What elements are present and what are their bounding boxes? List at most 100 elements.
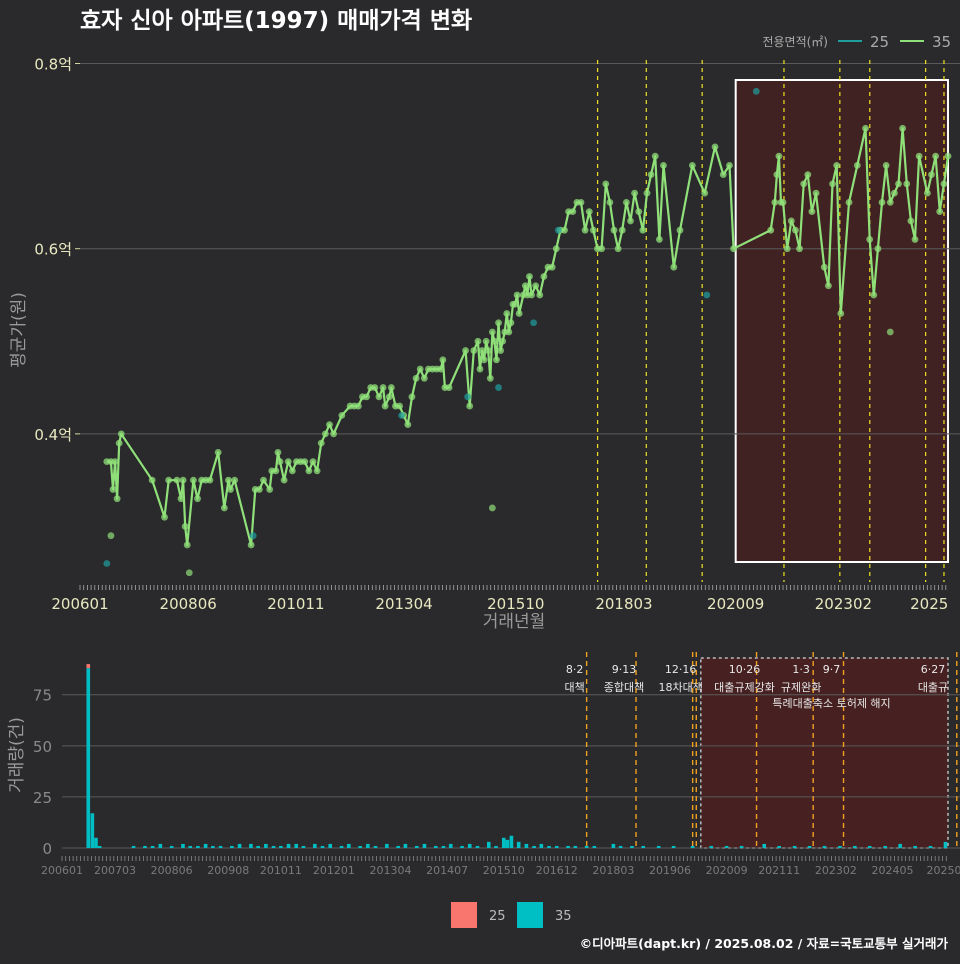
policy-name-label: 대출규제강화 [714,681,775,694]
bar-35 [868,846,872,848]
series-35-point [639,227,646,234]
bar-35 [287,844,291,848]
series-35-point [108,532,115,539]
series-35-point [615,245,622,252]
series-35-point [499,338,506,345]
x-tick-label: 201803 [595,595,652,613]
series-35-point [275,449,282,456]
y-tick-label: 0.6억 [34,241,72,259]
bar-35 [91,813,95,848]
series-35-point [330,430,337,437]
policy-date-label: 9·7 [823,663,841,676]
x-tick-label: 202302 [815,595,872,613]
series-35-point [437,366,444,373]
bar-35 [347,844,351,848]
policy-name-label: 종합대책 [604,681,644,694]
bar-35 [517,842,521,848]
series-35-point [355,403,362,410]
bar-35 [929,846,933,848]
series-35-point [776,153,783,160]
series-35-point [532,282,539,289]
series-35-point [318,440,325,447]
bar-35 [898,844,902,848]
series-35-point [386,393,393,400]
legend-label: 25 [489,909,506,924]
x-tick-label: 200908 [207,864,249,877]
x-axis-title: 거래년월 [483,612,546,632]
series-35-point [846,199,853,206]
series-35-point [809,208,816,215]
series-35-point [541,273,548,280]
series-35-point [439,356,446,363]
series-25-point [555,227,562,234]
policy-name-label: 대출규 [918,681,948,694]
bar-35 [574,846,578,848]
bar-35 [691,846,695,848]
bar-35 [211,846,215,848]
series-35-point [231,477,238,484]
bar-35 [540,844,544,848]
bar-35 [238,844,242,848]
bar-35 [883,846,887,848]
bar-35 [449,844,453,848]
bar-35 [566,846,570,848]
bar-35 [230,846,234,848]
x-tick-label: 202009 [707,595,764,613]
series-35-point [623,199,630,206]
series-35-point [536,292,543,299]
series-35-point [895,180,902,187]
x-tick-label: 201510 [487,595,544,613]
x-tick-label: 201011 [260,864,302,877]
series-35-point [483,338,490,345]
series-35-point [528,292,535,299]
x-tick-label: 201612 [536,864,578,877]
legend-label: 25 [870,33,889,51]
legend-title: 전용면적(㎡) [762,35,828,49]
series-35-point [256,486,263,493]
bar-35 [547,846,551,848]
legend-swatch [451,902,477,928]
series-35-point [248,542,255,549]
series-35-point [382,403,389,410]
series-35-point [780,199,787,206]
bar-35 [159,844,163,848]
series-35-point [606,199,613,206]
series-35-point [825,282,832,289]
series-35-point [899,125,906,132]
x-tick-label: 200601 [41,864,83,877]
bar-35 [94,838,98,848]
series-35-point [310,458,317,465]
series-35-point [260,477,267,484]
series-35-point [149,477,156,484]
x-tick-label: 201201 [313,864,355,877]
bar-35 [612,844,616,848]
series-35-point [796,245,803,252]
series-35-point [182,523,189,530]
series-35-point [522,282,529,289]
bar-35 [313,844,317,848]
series-35-point [322,430,329,437]
bar-35 [279,846,283,848]
series-35-point [821,264,828,271]
series-35-point [549,264,556,271]
bar-35 [506,840,510,848]
bar-35 [132,846,136,848]
volume-panel: 02550758·2대책9·13종합대책12·1618차대책10·26대출규제강… [7,652,960,928]
series-35-point [186,569,193,576]
series-35-point [180,477,187,484]
bar-35 [294,844,298,848]
bar-35 [494,846,498,848]
bar-35 [219,846,223,848]
bar-35 [630,846,634,848]
x-tick-label: 202111 [758,864,800,877]
series-35-point [726,162,733,169]
series-35-point [631,190,638,197]
bar-35 [302,846,306,848]
bar-35 [593,846,597,848]
bar-35 [672,846,676,848]
bar-35 [525,844,529,848]
series-35-point [227,486,234,493]
series-35-point [526,273,533,280]
